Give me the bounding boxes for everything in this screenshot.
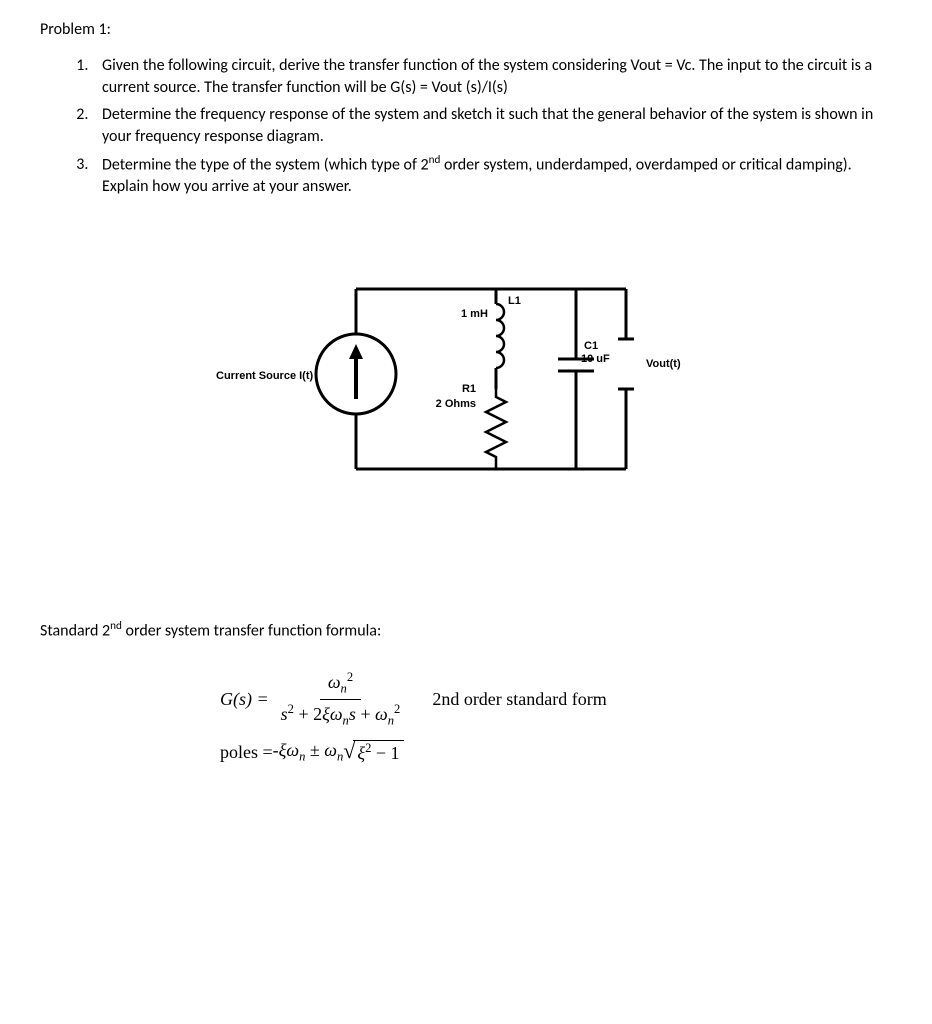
l1-name: L1	[508, 295, 521, 307]
formula-comment: 2nd order standard form	[432, 689, 606, 710]
formula-fraction: ωn2 s2 + 2ξωns + ωn2	[273, 670, 409, 728]
formula-lhs: G(s) =	[220, 689, 269, 710]
l1-value: 1 mH	[461, 308, 488, 320]
poles-label: poles =	[220, 742, 273, 763]
standard-heading: Standard 2nd order system transfer funct…	[40, 619, 892, 640]
poles-formula: poles = -ξωn ± ωn √ ξ2 − 1	[220, 740, 892, 765]
problem-title: Problem 1:	[40, 20, 892, 39]
vout-label: Vout(t)	[646, 358, 681, 370]
problem-item-1: Given the following circuit, derive the …	[92, 55, 892, 100]
c1-name: C1	[584, 340, 598, 352]
formula-block: G(s) = ωn2 s2 + 2ξωns + ωn2 2nd order st…	[220, 670, 892, 765]
circuit-svg: Current Source I(t) L1 1 mH R1 2 Ohms C1…	[186, 259, 746, 519]
transfer-function-formula: G(s) = ωn2 s2 + 2ξωns + ωn2 2nd order st…	[220, 670, 892, 728]
problem-item-2: Determine the frequency response of the …	[92, 104, 892, 149]
sqrt-icon: √ ξ2 − 1	[343, 740, 403, 764]
problem-list: Given the following circuit, derive the …	[92, 55, 892, 199]
r1-name: R1	[462, 383, 476, 395]
c1-value: 10 uF	[581, 353, 610, 365]
circuit-diagram: Current Source I(t) L1 1 mH R1 2 Ohms C1…	[40, 259, 892, 519]
problem-item-3: Determine the type of the system (which …	[92, 153, 892, 199]
r1-value: 2 Ohms	[436, 398, 476, 410]
current-source-label: Current Source I(t)	[216, 370, 314, 382]
